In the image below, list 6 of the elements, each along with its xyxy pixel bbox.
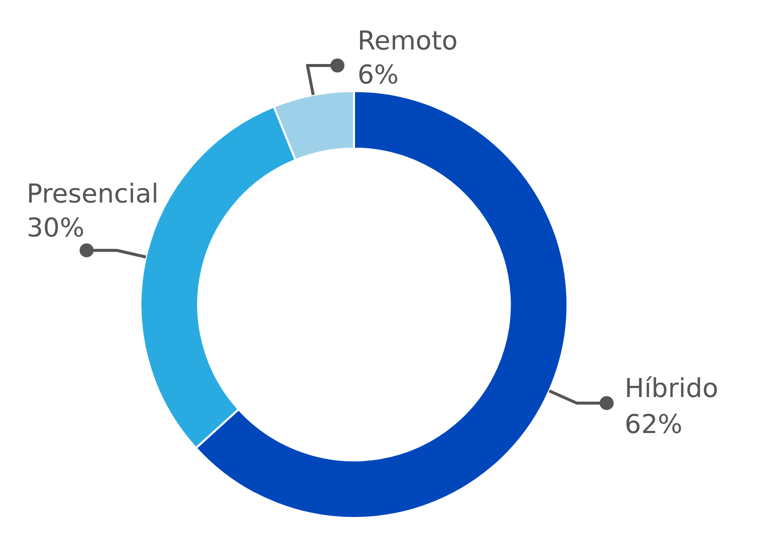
data-label: 6% xyxy=(357,60,399,90)
data-label: 30% xyxy=(26,213,84,244)
slice-label: Presencial xyxy=(26,179,159,210)
slice-label: Híbrido xyxy=(624,374,718,404)
slice-label: Remoto xyxy=(357,26,458,56)
data-label: 62% xyxy=(624,410,682,440)
